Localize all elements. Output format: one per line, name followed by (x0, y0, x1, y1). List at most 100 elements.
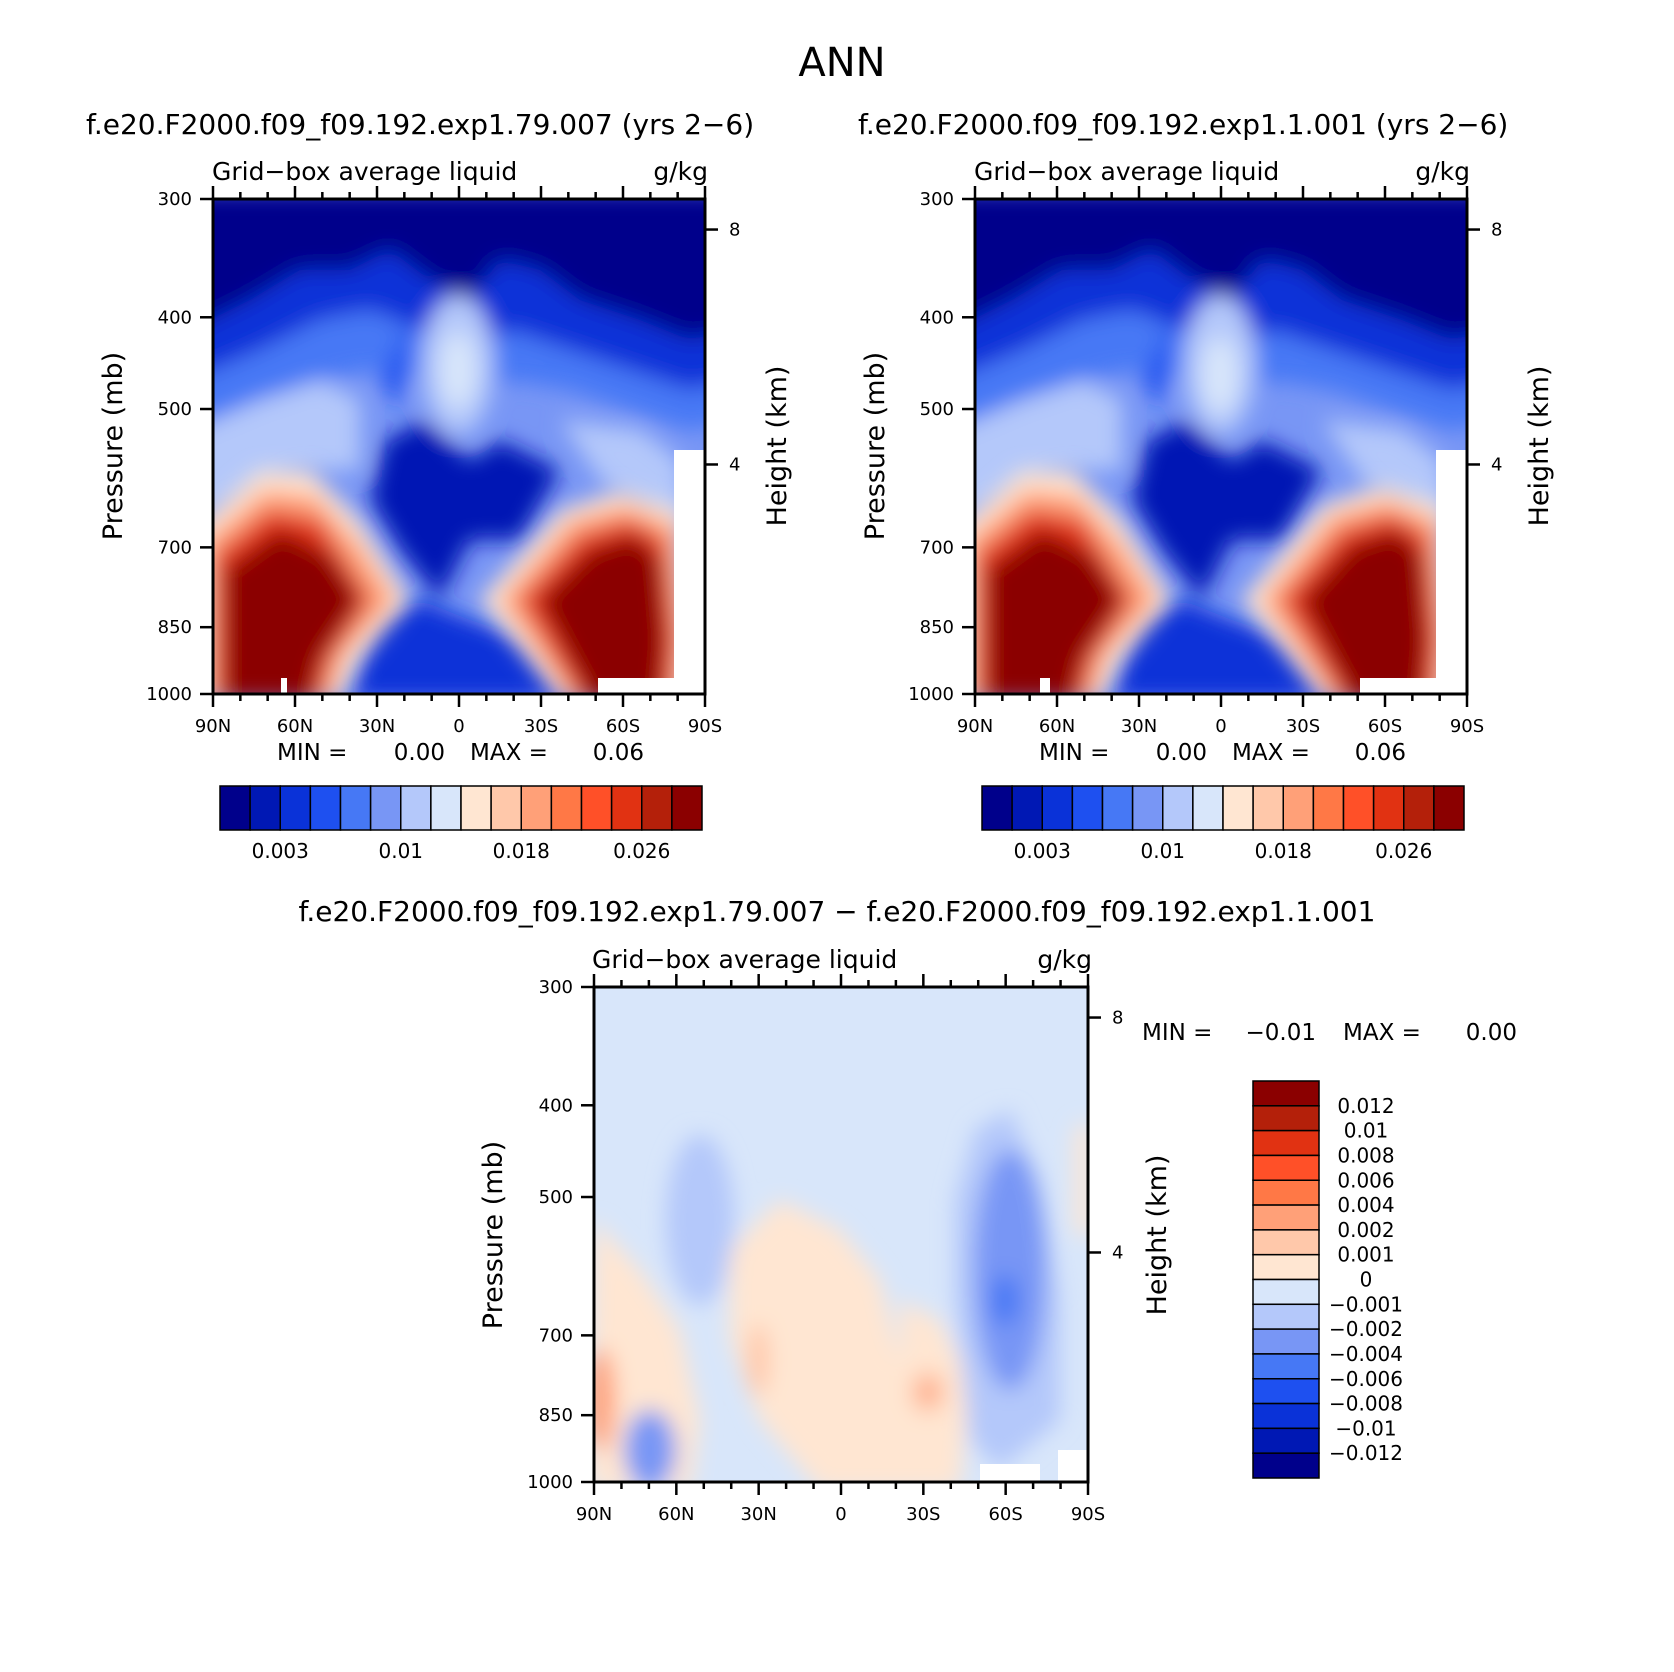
panel-1: f.e20.F2000.f09_f09.192.exp1.79.007 (yrs… (86, 108, 793, 863)
panel-1-x-tick-label: 90N (195, 716, 231, 737)
diff-colorbar-label: 0.008 (1337, 1143, 1394, 1167)
diff-y-ticks: 300 400 500 700 850 1000 (527, 977, 594, 1493)
panel-2-x-tick-label: 90N (957, 716, 993, 737)
diff-ylabel-right: Height (km) (1142, 1155, 1173, 1316)
diff-colorbar-swatch (1252, 1080, 1320, 1107)
panel-2-y-tick-label: 850 (920, 617, 954, 638)
diff-colorbar-label: 0.01 (1344, 1119, 1389, 1143)
panel-2-colorbar-swatch (1222, 785, 1254, 831)
panel-2-y-tick-label: 1000 (908, 684, 954, 705)
panel-2-right-tick-label: 8 (1491, 220, 1502, 241)
diff-x-tick-label: 60N (658, 1504, 694, 1525)
panel-1-right-tick-label: 4 (729, 454, 740, 475)
diff-left-label: Grid−box average liquid (592, 945, 897, 974)
panel-1-stats: MIN = 0.00 MAX = 0.06 (277, 740, 644, 766)
panel-1-right-tick-label: 8 (729, 220, 740, 241)
panel-1-x-tick-label: 0 (453, 716, 464, 737)
diff-colorbar-swatch (1252, 1378, 1320, 1405)
diff-min-value: −0.01 (1246, 1020, 1316, 1046)
panel-1-min-value: 0.00 (394, 740, 445, 766)
panel-1-colorbar-swatch (219, 785, 251, 831)
panel-2-colorbar-label: 0.01 (1140, 839, 1185, 863)
diff-colorbar-swatch (1252, 1229, 1320, 1256)
panel-1-colorbar-label: 0.018 (493, 839, 550, 863)
panel-2-missing-surface (1360, 678, 1440, 694)
diff-colorbar-label: −0.012 (1329, 1441, 1403, 1465)
panel-1-y-tick-label: 500 (158, 399, 192, 420)
panel-1-colorbar-swatch (309, 785, 342, 831)
panel-2-colorbar-swatch (1372, 785, 1405, 831)
panel-2-y-tick-label: 700 (920, 537, 954, 558)
panel-2-y-tick-label: 300 (920, 189, 954, 210)
diff-y-tick-label: 700 (539, 1325, 573, 1346)
diff-x-tick-label: 90S (1071, 1504, 1105, 1525)
panel-1-colorbar-swatch (641, 785, 673, 831)
panel-2: f.e20.F2000.f09_f09.192.exp1.1.001 (yrs … (858, 108, 1555, 863)
panel-2-colorbar-swatch (1131, 785, 1164, 831)
diff-colorbar-label: −0.001 (1329, 1292, 1403, 1316)
panel-1-colorbar-label: 0.003 (252, 839, 309, 863)
panel-2-missing-antarctic (1436, 450, 1467, 694)
diff-colorbar-swatch (1252, 1179, 1320, 1206)
diff-max-value: 0.00 (1466, 1020, 1517, 1046)
diff-colorbar-label: −0.002 (1329, 1317, 1403, 1341)
diff-nh-negative (666, 1135, 734, 1305)
diff-y-tick-label: 850 (539, 1405, 573, 1426)
panel-2-y-tick-label: 500 (920, 399, 954, 420)
diff-right-ticks: 84 (1088, 1008, 1123, 1263)
diff-colorbar-swatch (1252, 1105, 1320, 1132)
panel-2-x-tick-label: 30N (1121, 716, 1157, 737)
panel-1-x-tick-label: 30S (524, 716, 558, 737)
panel-2-y-tick-label: 400 (920, 307, 954, 328)
diff-colorbar-swatch (1252, 1328, 1320, 1355)
panel-1-y-tick-label: 300 (158, 189, 192, 210)
panel-2-x-tick-label: 30S (1286, 716, 1320, 737)
panel-1-right-ticks: 84 (705, 220, 740, 475)
diff-title: f.e20.F2000.f09_f09.192.exp1.79.007 − f.… (299, 895, 1376, 928)
diff-colorbar-label: −0.004 (1329, 1342, 1403, 1366)
panel-2-x-tick-label: 0 (1215, 716, 1226, 737)
diff-field (594, 987, 1088, 1482)
panel-2-colorbar-swatch (1312, 785, 1345, 831)
panel-1-colorbar-swatch (490, 785, 522, 831)
panel-1-title: f.e20.F2000.f09_f09.192.exp1.79.007 (yrs… (86, 108, 754, 141)
panel-1-y-tick-label: 1000 (146, 684, 192, 705)
diff-y-tick-label: 400 (539, 1095, 573, 1116)
panel-2-colorbar-swatch (1433, 785, 1465, 831)
diff-colorbar-swatch (1252, 1278, 1320, 1306)
diff-colorbar-label: 0.006 (1337, 1168, 1394, 1192)
panel-2-colorbar-swatch (1342, 785, 1375, 831)
panel-1-ylabel: Pressure (mb) (98, 352, 129, 540)
panel-1-max-value: 0.06 (593, 740, 644, 766)
diff-right-tick-label: 8 (1112, 1008, 1123, 1029)
panel-1-colorbar-swatch (671, 785, 703, 831)
diff-x-tick-label: 60S (988, 1504, 1022, 1525)
diff-stats: MIN = −0.01 MAX = 0.00 (1142, 1020, 1517, 1046)
panel-1-colorbar-swatch (339, 785, 372, 831)
diff-y-tick-label: 1000 (527, 1472, 573, 1493)
panel-1-min-label: MIN = (277, 740, 347, 766)
diff-colorbar-swatch (1252, 1353, 1320, 1380)
panel-2-field (975, 199, 1467, 694)
diff-right-tick-label: 4 (1112, 1242, 1123, 1263)
panel-1-y-tick-label: 850 (158, 617, 192, 638)
panel-2-sh-cloud-max (1302, 530, 1427, 694)
panel-1-colorbar-label: 0.026 (613, 839, 670, 863)
panel-2-left-label: Grid−box average liquid (974, 157, 1279, 186)
panel-2-min-label: MIN = (1039, 740, 1109, 766)
panel-2-colorbar-swatch (1162, 785, 1194, 831)
panel-1-sh-cloud-max (540, 535, 665, 694)
diff-colorbar-label: 0 (1360, 1268, 1373, 1292)
panel-1-max-label: MAX = (470, 740, 548, 766)
panel-1-x-tick-label: 60S (606, 716, 640, 737)
panel-1-x-tick-label: 30N (359, 716, 395, 737)
main-title: ANN (798, 40, 885, 86)
panel-2-stats: MIN = 0.00 MAX = 0.06 (1039, 740, 1406, 766)
diff-colorbar-swatch (1252, 1402, 1320, 1430)
panel-1-ylabel-right: Height (km) (762, 366, 793, 527)
diff-colorbar-label: 0.002 (1337, 1218, 1394, 1242)
panel-2-y-ticks: 300 400 500 700 850 1000 (908, 189, 975, 705)
panel-2-x-tick-label: 60N (1039, 716, 1075, 737)
diff-colorbar-swatch (1252, 1427, 1320, 1454)
